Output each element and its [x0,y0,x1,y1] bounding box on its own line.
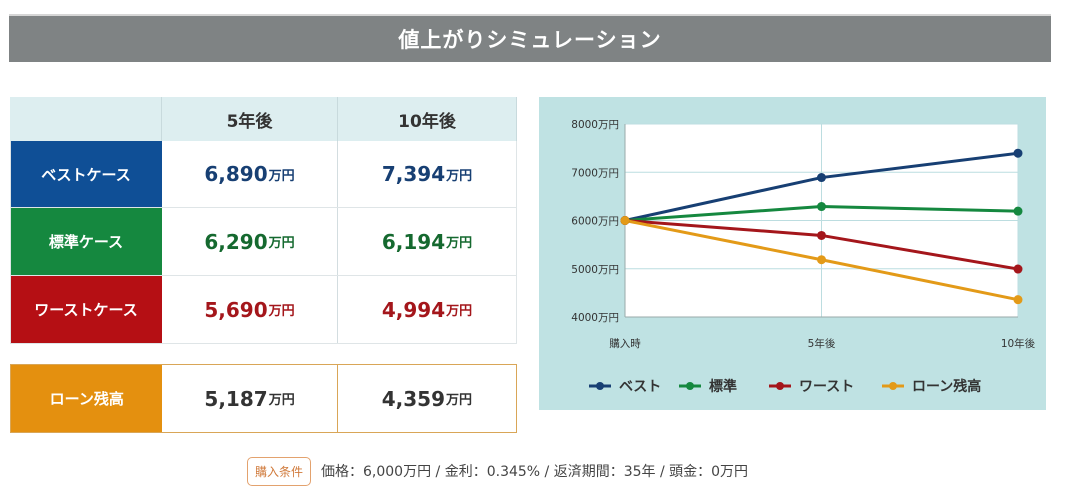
value-loan-10y: 4,359 万円 [381,386,472,411]
value-worst-10y: 4,994 万円 [338,276,517,343]
y-tick-label-3: 7000万円 [571,167,619,179]
purchase-conditions-text: 価格：6,000万円 / 金利：0.345% / 返済期間：35年 / 頭金：0… [321,464,749,480]
value-standard-10y: 6,194 万円 [338,208,517,275]
row-label-loan: ローン残高 [11,365,163,432]
value-worst-5y: 5,690 万円 [162,276,338,343]
legend-label-0: ベスト [619,379,661,395]
series-0-point-2 [1013,148,1023,158]
legend-swatch-dot-3 [889,382,897,390]
table-corner [10,97,162,141]
legend-swatch-dot-2 [776,382,784,390]
legend-label-2: ワースト [799,379,854,395]
table-row-best: ベストケース 6,890 万円 7,394 万円 [10,141,517,208]
series-0-point-1 [817,173,826,183]
value-best-5y: 6,890 万円 [162,141,338,207]
series-1-point-1 [817,202,826,212]
value-best-10y: 7,394 万円 [338,141,517,207]
page-title: 値上がりシミュレーション [9,14,1051,62]
loan-balance-row: ローン残高 5,187 万円 4,359 万円 [10,364,517,433]
y-tick-label-2: 6000万円 [571,216,619,228]
table-row-worst: ワーストケース 5,690 万円 4,994 万円 [10,276,517,344]
legend-label-3: ローン残高 [912,378,981,395]
legend-label-1: 標準 [709,378,737,395]
column-header-5y: 5年後 [162,97,338,141]
column-header-10y: 10年後 [338,97,517,141]
x-tick-label-1: 5年後 [808,337,836,350]
x-tick-label-0: 購入時 [609,337,641,350]
series-1-point-2 [1013,206,1023,216]
y-tick-label-0: 4000万円 [571,312,619,324]
purchase-conditions-badge: 購入条件 [247,456,312,486]
legend-swatch-dot-1 [686,382,694,390]
value-loan-5y: 5,187 万円 [162,365,338,432]
legend-swatch-dot-0 [596,382,604,390]
purchase-conditions: 購入条件 価格：6,000万円 / 金利：0.345% / 返済期間：35年 /… [247,456,748,486]
y-tick-label-1: 5000万円 [571,264,619,276]
table-row-standard: 標準ケース 6,290 万円 6,194 万円 [10,208,517,276]
value-standard-5y: 6,290 万円 [162,208,338,275]
series-2-point-2 [1013,264,1023,274]
series-2-point-1 [817,230,826,240]
row-label-best: ベストケース [10,141,162,207]
line-chart: 4000万円 5000万円 6000万円 7000万円 8000万円購入時 5年後 10年後… [539,97,1046,410]
series-3-point-0 [620,216,630,225]
row-label-standard: 標準ケース [10,208,162,275]
y-tick-label-4: 8000万円 [571,119,619,131]
x-tick-label-2: 10年後 [1001,337,1036,350]
row-label-worst: ワーストケース [10,276,162,343]
series-3-point-2 [1013,295,1023,305]
table-header-row: 5年後 10年後 [10,97,517,141]
series-3-point-1 [817,255,826,265]
